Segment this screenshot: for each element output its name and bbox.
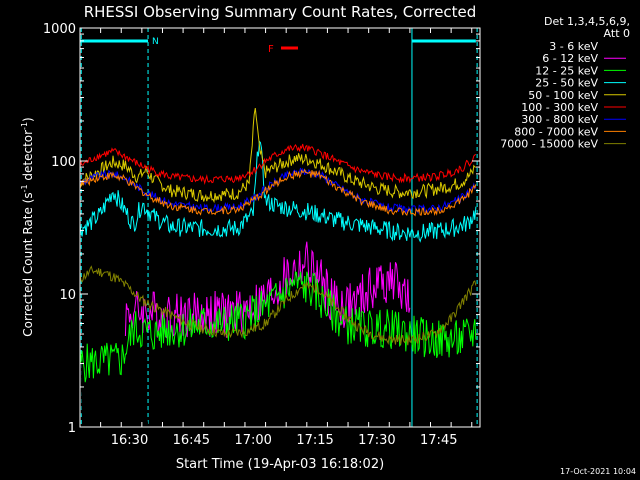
series-line-5 (79, 143, 477, 185)
x-tick-label-2: 17:00 (234, 433, 271, 448)
plot-area: NF (79, 28, 478, 428)
y-axis-label-sup1: -1 (20, 184, 29, 192)
legend-label-0: 3 - 6 keV (549, 40, 598, 53)
x-tick-label-1: 16:45 (173, 433, 210, 448)
plot-frame (79, 27, 481, 428)
y-axis-label-part2: detector (21, 130, 35, 185)
legend-label-8: 7000 - 15000 keV (500, 138, 598, 151)
y-tick-label-1: 10 (59, 288, 76, 303)
y-axis-label: Corrected Count Rate (s-1 detector-1) (20, 117, 35, 336)
legend-label-2: 12 - 25 keV (535, 64, 598, 77)
series-line-4 (79, 108, 477, 204)
y-tick-label-2: 100 (51, 155, 76, 170)
x-tick-label-3: 17:15 (296, 433, 333, 448)
x-tick-label-0: 16:30 (111, 433, 148, 448)
timestamp: 17-Oct-2021 10:04 (560, 467, 636, 476)
flare-flag-label: F (268, 44, 274, 55)
chart-title: RHESSI Observing Summary Count Rates, Co… (84, 3, 477, 21)
attenuator-info: Att 0 (604, 27, 630, 40)
flag-label-0: N (152, 37, 159, 47)
y-axis-label-part1: Corrected Count Rate (s (21, 192, 35, 336)
x-tick-label-5: 17:45 (420, 433, 457, 448)
axes: 1 10 100 1000 16:30 16:45 17:00 17:15 17:30 17:45 (43, 22, 480, 448)
series-line-3 (79, 140, 477, 243)
x-tick-label-4: 17:30 (358, 433, 395, 448)
series-line-8 (79, 265, 477, 346)
legend-label-5: 100 - 300 keV (521, 101, 598, 114)
y-tick-label-0: 1 (68, 421, 76, 436)
legend-label-6: 300 - 800 keV (521, 113, 598, 126)
legend-label-7: 800 - 7000 keV (514, 125, 598, 138)
legend-label-4: 50 - 100 keV (528, 89, 598, 102)
x-axis-label: Start Time (19-Apr-03 16:18:02) (176, 457, 384, 472)
series-line-7 (79, 168, 477, 217)
detector-info: Det 1,3,4,5,6,9, (544, 15, 630, 28)
y-axis-label-part3: ) (21, 117, 35, 122)
series-line-2 (79, 270, 477, 383)
legend-label-3: 25 - 50 keV (535, 77, 598, 90)
series-line-0 (79, 246, 403, 428)
legend-label-1: 6 - 12 keV (542, 52, 598, 65)
y-axis-label-sup2: -1 (20, 122, 29, 130)
y-tick-label-3: 1000 (43, 22, 76, 37)
